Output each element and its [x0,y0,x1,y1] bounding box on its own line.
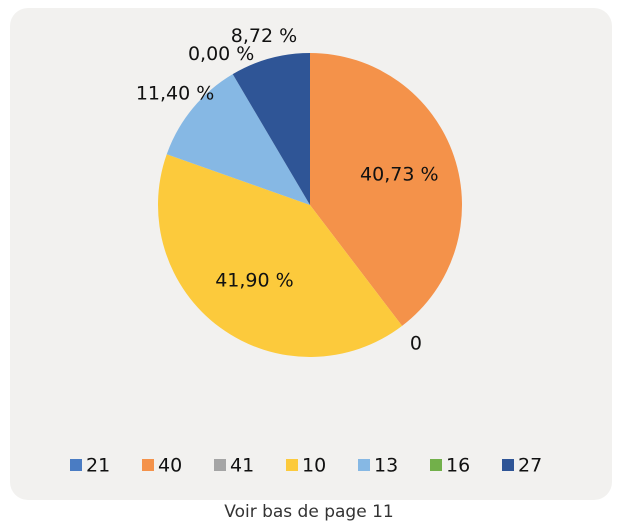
value-label: 11,40 % [136,82,215,104]
pie-slice [232,53,310,205]
legend-swatch [358,459,370,471]
legend-label: 27 [518,455,542,477]
legend-label: 10 [302,455,326,477]
legend-label: 41 [230,455,254,477]
value-label: 40,73 % [360,163,439,185]
legend-label: 21 [86,455,110,477]
legend-label: 16 [446,455,470,477]
pie-slice [166,74,310,205]
value-label: 41,90 % [215,270,294,292]
footnote: Voir bas de page 11 [224,502,393,522]
legend-swatch [214,459,226,471]
pie-slice [157,154,403,358]
legend-swatch [142,459,154,471]
pie-slice [310,53,462,326]
value-label: 0 [410,333,422,355]
legend-swatch [70,459,82,471]
legend-swatch [502,459,514,471]
value-label: 8,72 % [231,25,297,47]
legend-swatch [430,459,442,471]
legend-label: 40 [158,455,182,477]
legend-label: 13 [374,455,398,477]
legend-swatch [286,459,298,471]
value-label: 0,00 % [188,43,254,65]
